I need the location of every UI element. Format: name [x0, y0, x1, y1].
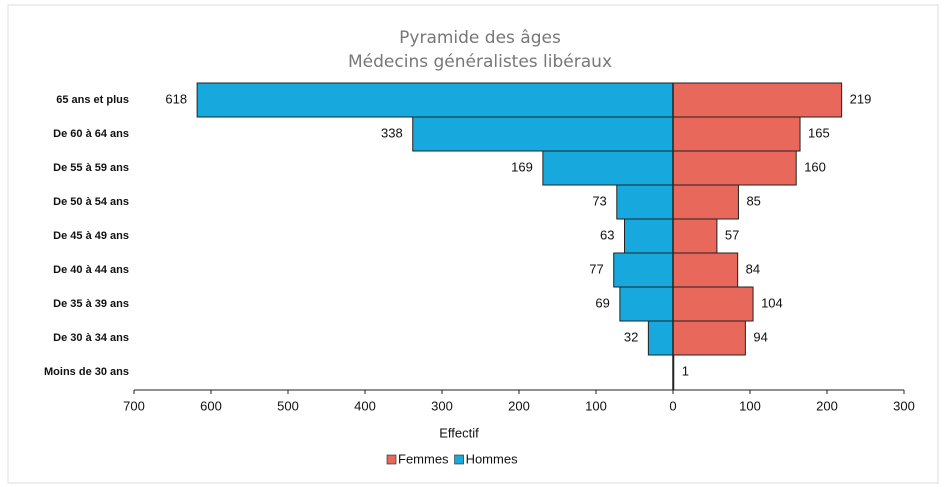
bar — [619, 286, 674, 322]
x-tick-label: 500 — [277, 398, 299, 413]
value-label: 69 — [595, 295, 609, 310]
x-tick-label: 700 — [123, 398, 145, 413]
bar — [672, 252, 739, 288]
bar — [672, 150, 797, 186]
x-tick-label: 100 — [739, 398, 761, 413]
value-label: 104 — [761, 295, 783, 310]
x-tick-label: 200 — [816, 398, 838, 413]
value-label: 84 — [746, 261, 760, 276]
x-tick-label: 300 — [893, 398, 915, 413]
x-tick-label: 100 — [585, 398, 607, 413]
category-label: De 55 à 59 ans — [53, 162, 129, 174]
value-label: 1 — [682, 363, 689, 378]
legend-swatch — [386, 454, 397, 465]
bar — [672, 218, 718, 254]
x-axis-label: Effectif — [439, 425, 479, 440]
bar — [623, 218, 674, 254]
legend-swatch — [454, 454, 464, 465]
legend-label: Femmes — [398, 451, 449, 466]
category-label: De 50 à 54 ans — [53, 196, 129, 208]
value-label: 73 — [592, 193, 606, 208]
value-label: 32 — [624, 329, 638, 344]
bar — [672, 184, 739, 220]
value-label: 57 — [725, 227, 739, 242]
chart-frame — [7, 4, 939, 484]
value-label: 165 — [808, 125, 830, 140]
chart-subtitle: Médecins généralistes libéraux — [348, 52, 612, 72]
value-label: 338 — [381, 125, 403, 140]
category-label: 65 ans et plus — [56, 94, 129, 106]
bar — [616, 184, 674, 220]
x-tick-label: 300 — [431, 398, 453, 413]
category-label: De 30 à 34 ans — [53, 332, 129, 344]
x-tick-label: 0 — [669, 398, 676, 413]
category-label: De 60 à 64 ans — [53, 128, 129, 140]
category-label: De 35 à 39 ans — [53, 298, 129, 310]
bar — [613, 252, 674, 288]
value-label: 94 — [753, 329, 767, 344]
bar — [672, 116, 801, 152]
category-label: De 40 à 44 ans — [53, 264, 129, 276]
value-label: 618 — [165, 91, 187, 106]
bar — [647, 320, 674, 356]
bar — [672, 320, 746, 356]
bar — [542, 150, 674, 186]
category-label: Moins de 30 ans — [44, 366, 129, 378]
x-tick-label: 200 — [508, 398, 530, 413]
value-label: 63 — [600, 227, 614, 242]
x-tick-label: 600 — [200, 398, 222, 413]
legend-label: Hommes — [466, 451, 519, 466]
value-label: 219 — [850, 91, 872, 106]
bar — [672, 82, 843, 118]
category-label: De 45 à 49 ans — [53, 230, 129, 242]
bar — [412, 116, 674, 152]
value-label: 85 — [746, 193, 760, 208]
value-label: 160 — [804, 159, 826, 174]
value-label: 77 — [589, 261, 603, 276]
bar — [196, 82, 674, 118]
x-tick-label: 400 — [354, 398, 376, 413]
chart-title: Pyramide des âges — [399, 28, 561, 48]
bar — [672, 286, 754, 322]
value-label: 169 — [511, 159, 533, 174]
